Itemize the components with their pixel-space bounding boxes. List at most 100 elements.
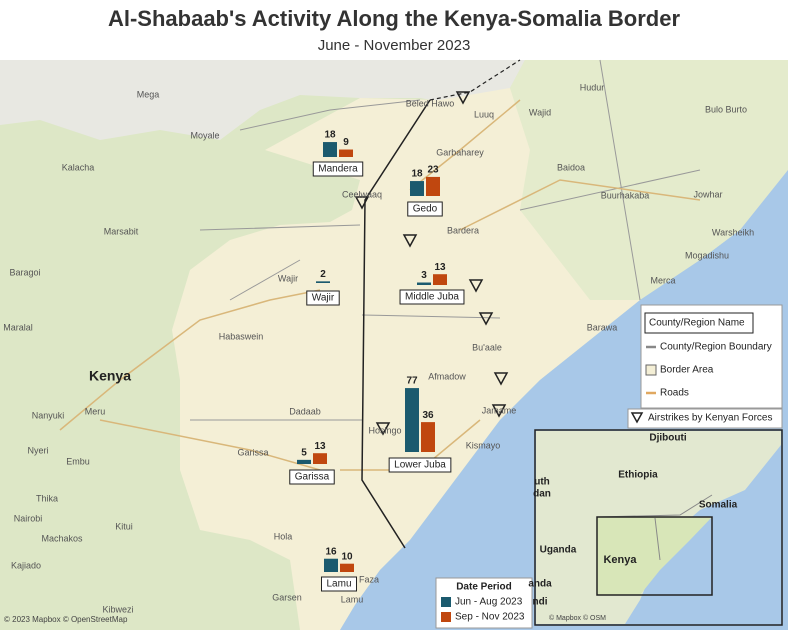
date-legend-title: Date Period [456, 582, 512, 593]
bar [405, 388, 419, 452]
place-label: Jamame [482, 405, 517, 415]
value-label: 10 [341, 551, 353, 562]
value-label: 23 [427, 165, 439, 176]
place-label: Mogadishu [685, 250, 729, 260]
region-box [320, 576, 358, 592]
place-label: Wajid [529, 107, 551, 117]
bar [433, 274, 447, 285]
inset-map [534, 429, 783, 626]
region-name: Middle Juba [405, 292, 459, 303]
place-label: Habaswein [219, 331, 264, 341]
place-label: Kibwezi [102, 604, 133, 614]
legend-swatch [441, 597, 451, 607]
region-box [407, 201, 443, 217]
inset-label: Ethiopia [618, 470, 658, 481]
region-name: Lamu [326, 579, 351, 590]
place-label: Faza [359, 574, 379, 584]
legend-item: Roads [660, 388, 689, 399]
attribution: © 2023 Mapbox © OpenStreetMap [4, 615, 128, 624]
place-label: Dadaab [289, 406, 321, 416]
value-label: 77 [406, 376, 418, 387]
place-label: Barawa [587, 322, 618, 332]
region-box [388, 457, 452, 473]
region-name: Garissa [295, 472, 330, 483]
bar [323, 142, 337, 157]
place-label: Bardera [447, 225, 479, 235]
place-label: Kalacha [62, 162, 95, 172]
legend-item: Border Area [660, 365, 714, 376]
value-label: 13 [434, 262, 446, 273]
place-label: Kajiado [11, 560, 41, 570]
bar [297, 459, 311, 464]
place-label: Wajir [278, 273, 298, 283]
title: Al-Shabaab's Activity Along the Kenya-So… [108, 6, 680, 31]
bar [410, 181, 424, 196]
place-label: Buurhakaba [601, 190, 650, 200]
value-label: 16 [325, 546, 337, 557]
region-name: Wajir [312, 293, 335, 304]
place-label: Kitui [115, 521, 133, 531]
bar [417, 282, 431, 285]
legend-entry: Sep - Nov 2023 [455, 612, 525, 623]
inset-label: anda [528, 579, 552, 590]
inset-label: Somalia [699, 500, 738, 511]
bar [426, 176, 440, 196]
region-box [289, 469, 335, 485]
place-label: Ceelwaaq [342, 189, 382, 199]
date-legend-box [435, 577, 533, 629]
region-name: Lower Juba [394, 460, 446, 471]
region-name: Gedo [413, 204, 438, 215]
place-label: Nyeri [27, 445, 48, 455]
value-label: 5 [301, 447, 307, 458]
place-label: Nanyuki [32, 410, 65, 420]
legend-box [627, 408, 783, 429]
bar [316, 281, 330, 283]
place-label: Hola [274, 531, 293, 541]
legend-entry: Jun - Aug 2023 [455, 597, 523, 608]
inset-attribution: © Mapbox © OSM [549, 614, 606, 622]
place-label: Bu'aale [472, 342, 502, 352]
region-box [306, 290, 340, 306]
value-label: 3 [421, 270, 427, 281]
inset-label: Kenya [603, 554, 637, 566]
legend-name: County/Region Name [649, 318, 745, 329]
place-label: Beled Hawo [406, 98, 455, 108]
place-label: Jowhar [693, 189, 722, 199]
place-label: Warsheikh [712, 227, 754, 237]
place-label: Lamu [341, 594, 364, 604]
region-box [399, 289, 465, 305]
bar [324, 558, 338, 572]
legend-swatch [645, 364, 657, 376]
place-label: Baragoi [9, 267, 40, 277]
place-label: Hosingo [368, 425, 401, 435]
place-label: Bulo Burto [705, 104, 747, 114]
bar [313, 453, 327, 464]
legend-name-box [644, 312, 754, 334]
place-label: Luuq [474, 109, 494, 119]
place-label: Hudur [580, 82, 605, 92]
place-label: Merca [650, 275, 675, 285]
place-label: Kismayo [466, 440, 501, 450]
bar [340, 563, 354, 572]
bar [339, 149, 353, 157]
legend-swatch [441, 612, 451, 622]
value-label: 36 [422, 410, 434, 421]
inset-label: dan [533, 489, 551, 500]
legend-item: County/Region Boundary [660, 342, 772, 353]
value-label: 13 [314, 441, 326, 452]
place-label: Marsabit [104, 226, 139, 236]
place-label: Baidoa [557, 162, 585, 172]
value-label: 18 [411, 169, 423, 180]
region-box [312, 161, 364, 177]
place-label: Kenya [89, 368, 131, 384]
place-label: Meru [85, 406, 106, 416]
place-label: Moyale [190, 130, 219, 140]
place-label: Embu [66, 456, 90, 466]
place-label: Afmadow [428, 371, 466, 381]
place-label: Garissa [237, 447, 268, 457]
place-label: Thika [36, 493, 58, 503]
legend-swatch [630, 412, 644, 424]
region-name: Mandera [318, 164, 358, 175]
place-label: Garsen [272, 592, 302, 602]
